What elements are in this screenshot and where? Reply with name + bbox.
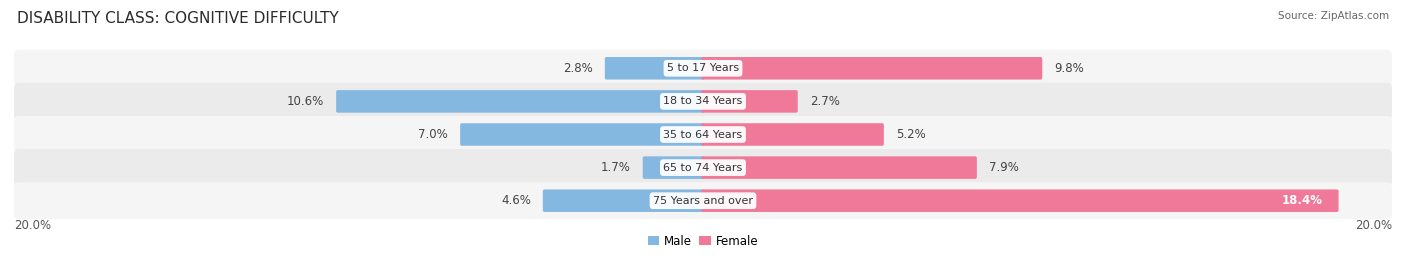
- Text: 2.8%: 2.8%: [562, 62, 593, 75]
- Text: 4.6%: 4.6%: [501, 194, 531, 207]
- FancyBboxPatch shape: [702, 189, 1339, 212]
- FancyBboxPatch shape: [702, 156, 977, 179]
- Text: 5 to 17 Years: 5 to 17 Years: [666, 63, 740, 73]
- FancyBboxPatch shape: [543, 189, 704, 212]
- Text: 20.0%: 20.0%: [1355, 219, 1392, 232]
- FancyBboxPatch shape: [14, 50, 1392, 87]
- Text: 9.8%: 9.8%: [1054, 62, 1084, 75]
- Text: 1.7%: 1.7%: [600, 161, 631, 174]
- FancyBboxPatch shape: [643, 156, 704, 179]
- FancyBboxPatch shape: [702, 57, 1042, 80]
- FancyBboxPatch shape: [460, 123, 704, 146]
- FancyBboxPatch shape: [14, 149, 1392, 186]
- Text: 75 Years and over: 75 Years and over: [652, 196, 754, 206]
- Text: Source: ZipAtlas.com: Source: ZipAtlas.com: [1278, 11, 1389, 21]
- Legend: Male, Female: Male, Female: [643, 230, 763, 253]
- FancyBboxPatch shape: [14, 116, 1392, 153]
- Text: 7.9%: 7.9%: [988, 161, 1019, 174]
- Text: 18 to 34 Years: 18 to 34 Years: [664, 96, 742, 107]
- Text: 2.7%: 2.7%: [810, 95, 839, 108]
- Text: 20.0%: 20.0%: [14, 219, 51, 232]
- FancyBboxPatch shape: [702, 90, 797, 113]
- FancyBboxPatch shape: [14, 182, 1392, 219]
- Text: 5.2%: 5.2%: [896, 128, 925, 141]
- FancyBboxPatch shape: [605, 57, 704, 80]
- Text: 18.4%: 18.4%: [1282, 194, 1323, 207]
- Text: DISABILITY CLASS: COGNITIVE DIFFICULTY: DISABILITY CLASS: COGNITIVE DIFFICULTY: [17, 11, 339, 26]
- FancyBboxPatch shape: [702, 123, 884, 146]
- Text: 10.6%: 10.6%: [287, 95, 323, 108]
- Text: 35 to 64 Years: 35 to 64 Years: [664, 129, 742, 140]
- Text: 7.0%: 7.0%: [419, 128, 449, 141]
- FancyBboxPatch shape: [336, 90, 704, 113]
- Text: 65 to 74 Years: 65 to 74 Years: [664, 162, 742, 173]
- FancyBboxPatch shape: [14, 83, 1392, 120]
